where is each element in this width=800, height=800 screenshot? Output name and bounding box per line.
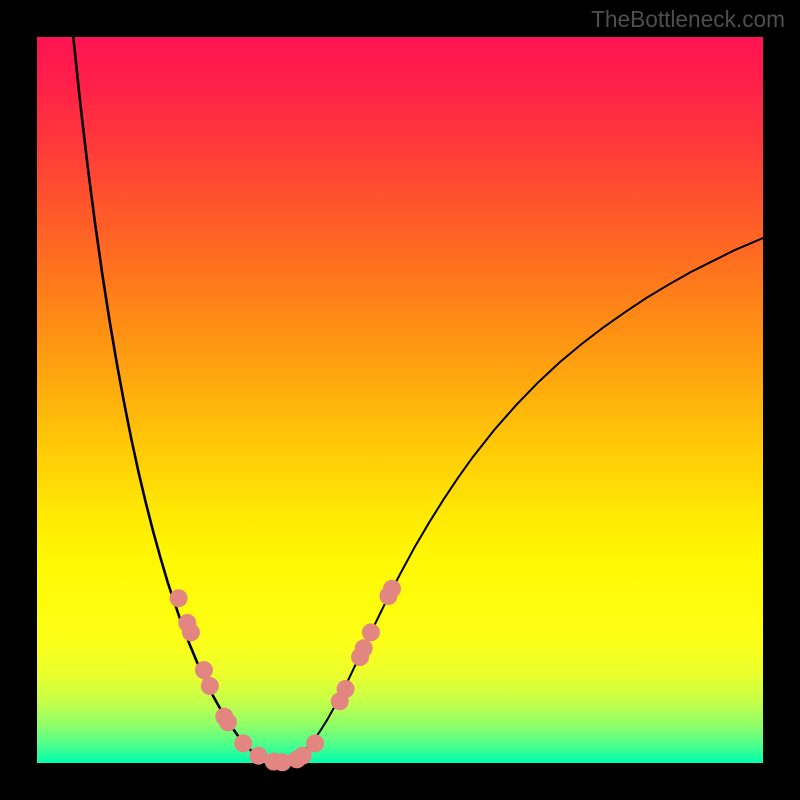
outer-frame: TheBottleneck.com: [0, 0, 800, 800]
data-marker: [306, 734, 324, 752]
watermark-text: TheBottleneck.com: [591, 6, 785, 33]
data-marker: [337, 680, 355, 698]
curve-left: [73, 37, 276, 763]
data-marker: [219, 713, 237, 731]
data-marker: [355, 639, 373, 657]
data-marker: [182, 623, 200, 641]
data-marker: [362, 623, 380, 641]
data-marker: [170, 589, 188, 607]
data-markers: [170, 580, 401, 772]
chart-svg: [37, 37, 763, 763]
data-marker: [234, 734, 252, 752]
plot-area: [37, 37, 763, 763]
data-marker: [195, 661, 213, 679]
data-marker: [383, 580, 401, 598]
data-marker: [201, 677, 219, 695]
